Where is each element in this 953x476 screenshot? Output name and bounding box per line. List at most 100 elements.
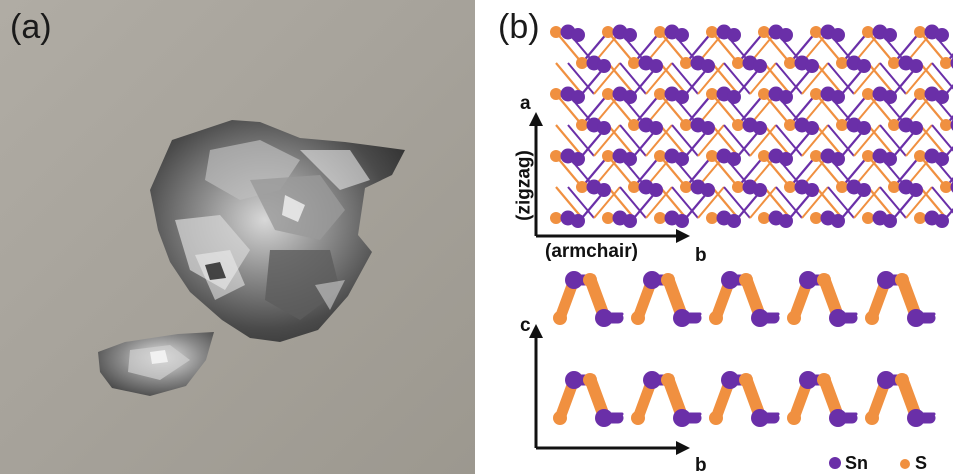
tin-atom bbox=[597, 59, 611, 73]
sulfur-atom bbox=[550, 88, 562, 100]
tin-atom bbox=[751, 409, 769, 427]
tin-atom bbox=[779, 152, 793, 166]
tin-atom bbox=[701, 59, 715, 73]
tin-atom bbox=[565, 271, 583, 289]
tin-atom bbox=[883, 214, 897, 228]
tin-atom bbox=[727, 90, 741, 104]
sulfur-atom bbox=[732, 57, 744, 69]
sulfur-atom bbox=[914, 150, 926, 162]
panel-a-label: (a) bbox=[10, 10, 52, 44]
sulfur-atom bbox=[706, 88, 718, 100]
tin-atom bbox=[753, 183, 767, 197]
sulfur-atom bbox=[706, 26, 718, 38]
side-axis-c-label: c bbox=[520, 316, 531, 335]
tin-atom bbox=[571, 90, 585, 104]
sulfur-atom bbox=[680, 57, 692, 69]
sulfur-atom bbox=[836, 119, 848, 131]
tin-atom bbox=[649, 59, 663, 73]
sulfur-atom bbox=[914, 26, 926, 38]
tin-atom bbox=[831, 90, 845, 104]
tin-atom bbox=[935, 152, 949, 166]
tin-atom bbox=[727, 214, 741, 228]
sulfur-atom bbox=[628, 57, 640, 69]
tin-atom bbox=[623, 28, 637, 42]
legend-sn-label: Sn bbox=[845, 454, 868, 472]
tin-atom bbox=[909, 183, 923, 197]
photo-panel bbox=[0, 0, 475, 474]
sulfur-atom bbox=[810, 26, 822, 38]
tin-atom bbox=[935, 28, 949, 42]
sulfur-atom bbox=[784, 181, 796, 193]
tin-atom bbox=[883, 152, 897, 166]
tin-atom bbox=[857, 59, 871, 73]
tin-atom bbox=[829, 409, 847, 427]
tin-atom bbox=[721, 271, 739, 289]
tin-atom bbox=[935, 90, 949, 104]
sulfur-atom bbox=[895, 373, 909, 387]
sulfur-atom bbox=[862, 150, 874, 162]
sulfur-atom bbox=[836, 181, 848, 193]
legend-sn-marker bbox=[828, 456, 842, 470]
sulfur-atom bbox=[732, 181, 744, 193]
sulfur-atom bbox=[862, 88, 874, 100]
sulfur-atom bbox=[784, 119, 796, 131]
tin-atom bbox=[909, 121, 923, 135]
tin-atom bbox=[727, 152, 741, 166]
tin-atom bbox=[877, 271, 895, 289]
sulfur-atom bbox=[865, 311, 879, 325]
sulfur-atom bbox=[758, 88, 770, 100]
tin-atom bbox=[831, 28, 845, 42]
tin-atom bbox=[805, 183, 819, 197]
sulfur-atom bbox=[787, 311, 801, 325]
sulfur-atom bbox=[654, 88, 666, 100]
sulfur-atom bbox=[817, 273, 831, 287]
tin-atom bbox=[675, 28, 689, 42]
tin-atom bbox=[779, 214, 793, 228]
tin-atom bbox=[799, 371, 817, 389]
tin-atom bbox=[877, 371, 895, 389]
sulfur-atom bbox=[914, 212, 926, 224]
sulfur-atom bbox=[758, 150, 770, 162]
sulfur-atom bbox=[602, 88, 614, 100]
sulfur-atom bbox=[576, 57, 588, 69]
top-axis-a-label: a bbox=[520, 94, 531, 113]
sulfur-atom bbox=[602, 26, 614, 38]
tin-atom bbox=[831, 214, 845, 228]
tin-atom bbox=[857, 183, 871, 197]
tin-atom bbox=[623, 90, 637, 104]
tin-atom bbox=[727, 28, 741, 42]
sulfur-atom bbox=[865, 411, 879, 425]
side-view-axes bbox=[520, 320, 720, 460]
tin-atom bbox=[907, 409, 925, 427]
sulfur-atom bbox=[940, 119, 952, 131]
sulfur-atom bbox=[914, 88, 926, 100]
sulfur-atom bbox=[550, 26, 562, 38]
sulfur-atom bbox=[888, 119, 900, 131]
tin-atom bbox=[751, 309, 769, 327]
tin-atom bbox=[805, 121, 819, 135]
tin-atom bbox=[753, 59, 767, 73]
tin-atom bbox=[907, 309, 925, 327]
tin-atom bbox=[675, 90, 689, 104]
side-axis-b-label: b bbox=[695, 456, 707, 475]
tin-atom bbox=[799, 271, 817, 289]
tin-atom bbox=[883, 90, 897, 104]
tin-atom bbox=[935, 214, 949, 228]
sulfur-atom bbox=[940, 57, 952, 69]
sulfur-atom bbox=[817, 373, 831, 387]
top-view-axes bbox=[520, 110, 720, 250]
legend-s-marker bbox=[899, 458, 911, 470]
tin-atom bbox=[909, 59, 923, 73]
tin-atom bbox=[643, 271, 661, 289]
panel-b-label: (b) bbox=[498, 10, 540, 44]
sulfur-atom bbox=[784, 57, 796, 69]
tin-atom bbox=[829, 309, 847, 327]
sulfur-atom bbox=[739, 373, 753, 387]
sulfur-atom bbox=[810, 212, 822, 224]
tin-atom bbox=[883, 28, 897, 42]
sulfur-atom bbox=[654, 26, 666, 38]
tin-atom bbox=[805, 59, 819, 73]
tin-atom bbox=[753, 121, 767, 135]
legend-s-label: S bbox=[915, 454, 927, 472]
